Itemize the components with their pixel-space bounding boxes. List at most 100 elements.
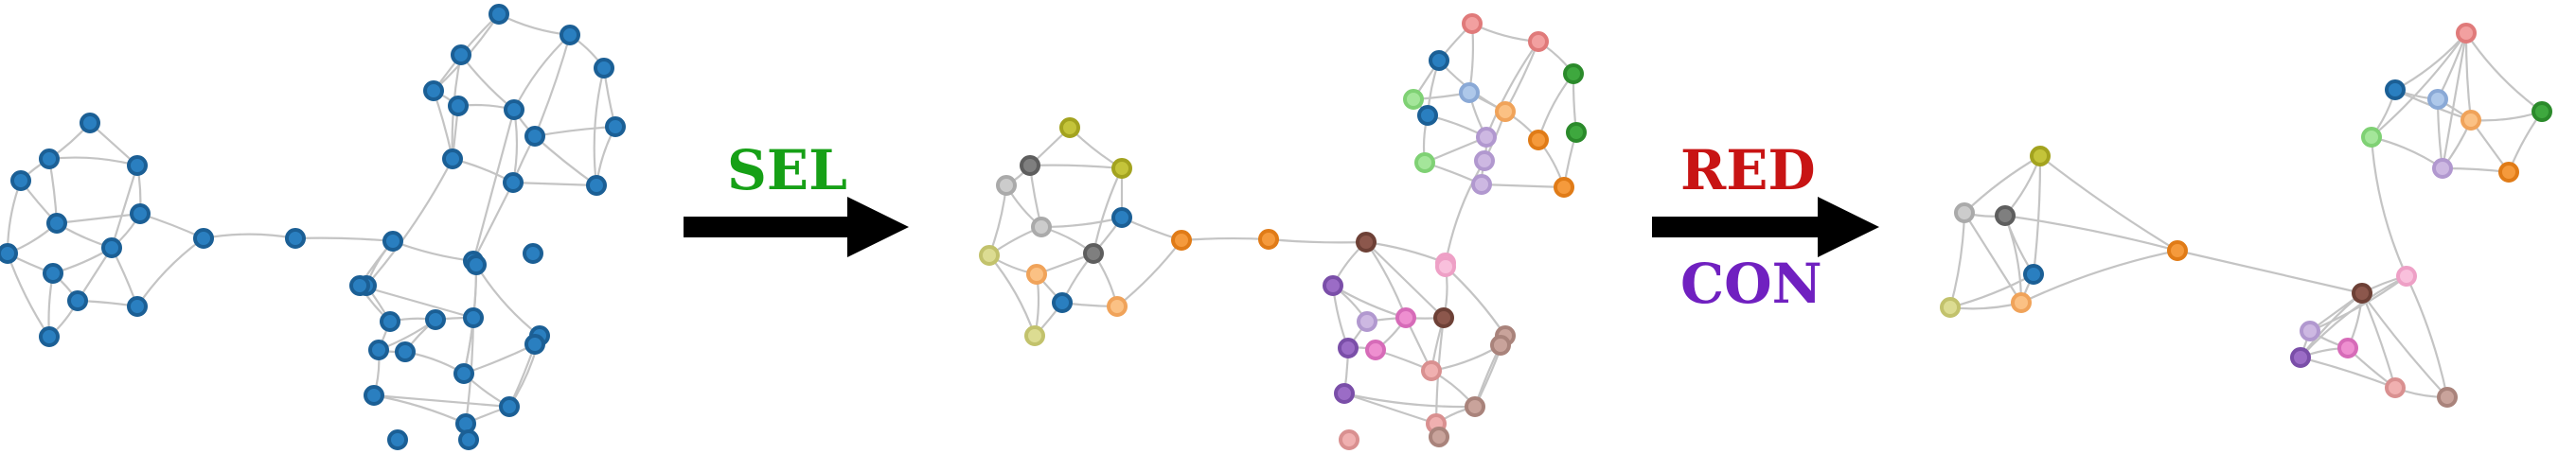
graph-node — [1339, 429, 1359, 450]
graph-node — [1052, 292, 1073, 313]
graph-edge — [1444, 160, 1485, 264]
graph-edge — [1963, 155, 2041, 214]
graph-edge — [534, 125, 616, 138]
graph-node — [560, 25, 580, 45]
graph-edge — [373, 393, 510, 409]
graph-node — [2030, 146, 2051, 166]
graph-node — [1465, 396, 1485, 417]
graph-node — [1563, 63, 1584, 84]
graph-node — [524, 126, 545, 147]
graph-edge — [2371, 135, 2443, 169]
graph-node — [523, 243, 543, 264]
graph-node — [395, 341, 416, 362]
graph-node — [1462, 13, 1483, 34]
graph-node — [1954, 202, 1975, 223]
graph-node — [524, 334, 545, 355]
graph-edge — [2004, 214, 2178, 253]
arrow-head — [847, 197, 909, 257]
graph-node — [39, 326, 60, 347]
graph-edge — [2465, 32, 2543, 113]
graph-node — [448, 96, 469, 116]
red-label: RED — [1680, 138, 1816, 202]
graph-node — [1421, 360, 1442, 381]
graph-node — [2300, 321, 2320, 341]
graph-edge — [6, 253, 50, 338]
graph-node — [453, 363, 474, 384]
graph-node — [979, 245, 1000, 266]
graph-node — [1528, 130, 1549, 150]
graph-node — [39, 148, 60, 169]
graph-edge — [1445, 266, 1506, 337]
graph-edge — [2470, 110, 2543, 122]
graph-node — [43, 263, 63, 284]
graph-edge — [392, 239, 474, 263]
graph-edge — [203, 233, 296, 240]
graph-edge — [1504, 41, 1540, 113]
graph-node — [382, 231, 403, 252]
graph-edge — [1268, 237, 1367, 244]
graph-edge — [1181, 236, 1270, 242]
graph-node — [1528, 31, 1549, 52]
graph-node — [2352, 283, 2372, 304]
graph-node — [1429, 427, 1449, 447]
graph-edge — [471, 109, 516, 262]
graph-node — [1111, 158, 1132, 179]
graph-node — [425, 309, 446, 330]
arrow-shaft — [1652, 217, 1821, 237]
graph-edge — [2371, 32, 2467, 138]
graph-edge — [1343, 392, 1437, 426]
graph-node — [1940, 297, 1961, 318]
graph-node — [2461, 110, 2481, 131]
graph-node — [2167, 240, 2188, 261]
graph-edge — [475, 264, 541, 337]
graph-node — [380, 311, 400, 332]
graph-edge — [2039, 155, 2178, 252]
graph-edge — [2441, 32, 2468, 169]
graph-edge — [1484, 41, 1539, 138]
graph-node — [466, 254, 487, 275]
graph-edge — [6, 180, 23, 254]
graph-node — [1433, 307, 1454, 328]
graph-node — [489, 4, 509, 25]
graph-node — [1258, 229, 1279, 250]
graph-node — [1417, 105, 1438, 126]
graph-node — [594, 58, 614, 79]
graph-node — [368, 340, 389, 360]
graph-edge — [1029, 164, 1123, 170]
graph-node — [455, 413, 476, 434]
graph-node — [1566, 122, 1587, 143]
graph-edge — [1481, 183, 1565, 189]
graph-node — [1403, 89, 1424, 110]
graph-node — [127, 296, 148, 317]
graph-node — [1024, 325, 1045, 346]
graph-node — [463, 307, 484, 328]
graph-node — [46, 213, 67, 234]
graph-edge — [2176, 249, 2363, 295]
graph-node — [10, 170, 31, 191]
graph-node — [80, 113, 100, 133]
graph-node — [1365, 340, 1386, 360]
graph-node — [127, 155, 148, 176]
graph-node — [2337, 338, 2358, 358]
graph-node — [130, 203, 151, 224]
graph-node — [1338, 338, 1359, 358]
graph-node — [499, 396, 520, 417]
graph-node — [1471, 174, 1492, 195]
graph-edge — [48, 156, 138, 167]
graph-node — [2456, 23, 2477, 44]
graph-node — [1026, 264, 1047, 285]
arrow-shaft — [684, 217, 850, 237]
graph-edge — [2360, 292, 2397, 389]
graph-node — [2023, 264, 2044, 285]
graph-node — [1414, 152, 1435, 173]
graph-edge — [593, 67, 606, 186]
graph-edge — [1116, 239, 1182, 307]
graph-edge — [2361, 292, 2448, 398]
graph-node — [1171, 230, 1192, 251]
sel-label: SEL — [727, 138, 847, 202]
graph-node — [1020, 155, 1040, 176]
graph-node — [503, 172, 524, 193]
graph-node — [586, 175, 607, 196]
graph-node — [996, 175, 1017, 196]
